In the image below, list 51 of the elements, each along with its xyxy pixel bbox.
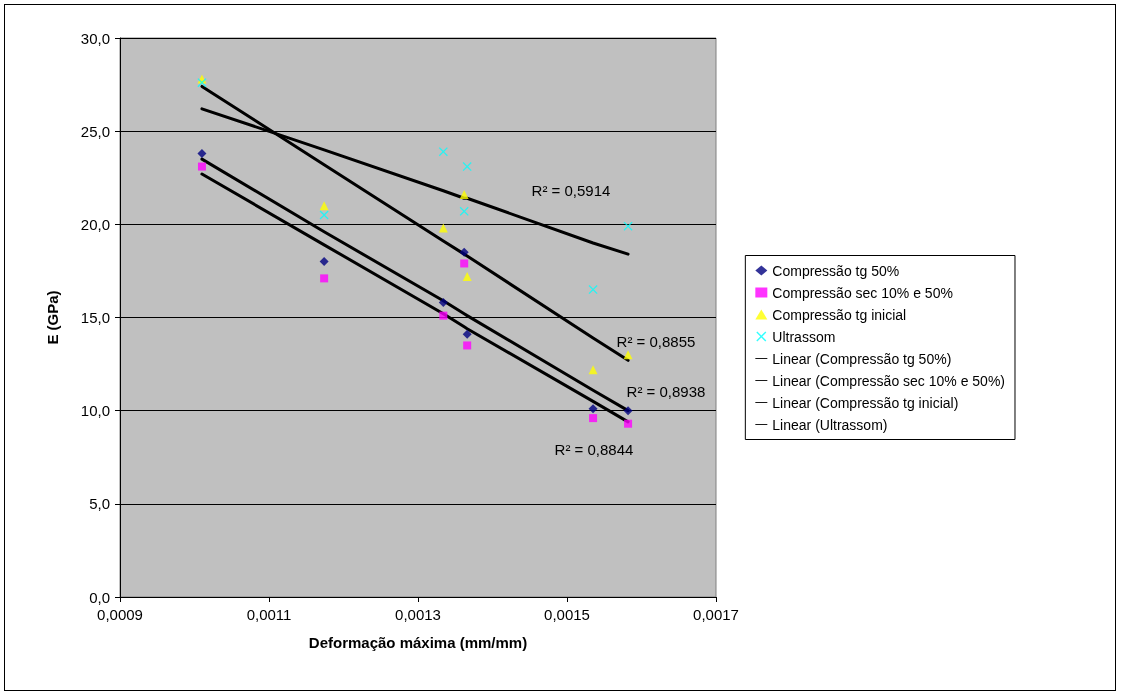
point xyxy=(462,329,472,339)
y-axis-title: E (GPa) xyxy=(44,290,61,345)
legend-label: Linear (Ultrassom) xyxy=(772,416,888,433)
point xyxy=(197,149,207,159)
point xyxy=(462,272,472,282)
point xyxy=(589,414,598,423)
legend-label: Linear (Compressão sec 10% e 50%) xyxy=(772,372,1005,389)
point xyxy=(320,274,329,283)
y-tick-label: 15,0 xyxy=(80,309,110,326)
x-tick-label: 0,0013 xyxy=(395,606,441,623)
y-tick-label: 5,0 xyxy=(89,495,110,513)
annotation: R² = 0,8844 xyxy=(554,440,634,458)
point xyxy=(439,311,448,320)
point xyxy=(623,221,633,231)
point xyxy=(438,298,448,308)
point xyxy=(438,223,448,233)
point xyxy=(463,341,472,350)
point xyxy=(623,406,633,416)
point xyxy=(319,210,329,220)
point xyxy=(588,404,598,414)
legend-label: Compressão tg 50% xyxy=(772,262,900,279)
annotation: R² = 0,8855 xyxy=(616,332,696,350)
x-tick-label: 0,0017 xyxy=(693,606,739,623)
point xyxy=(459,190,469,200)
point xyxy=(624,419,633,428)
annotation: R² = 0,8938 xyxy=(626,382,706,400)
legend-label: Linear (Compressão tg 50%) xyxy=(772,350,952,367)
point xyxy=(588,285,598,295)
legend-label: Linear (Compressão tg inicial) xyxy=(772,394,959,411)
point xyxy=(588,365,598,375)
point xyxy=(623,350,633,360)
point xyxy=(197,162,206,171)
annotation: R² = 0,5914 xyxy=(531,181,611,199)
point xyxy=(319,257,329,267)
legend-label: Compressão sec 10% e 50% xyxy=(772,284,953,301)
point xyxy=(319,201,329,211)
legend-label: Compressão tg inicial xyxy=(772,306,907,323)
x-axis-title: Deformação máxima (mm/mm) xyxy=(308,634,528,651)
point xyxy=(197,78,207,88)
point xyxy=(462,162,472,172)
y-tick-label: 10,0 xyxy=(80,402,110,420)
point xyxy=(459,247,469,257)
point xyxy=(460,259,469,268)
legend-label: Ultrassom xyxy=(772,328,836,345)
x-tick-label: 0,0015 xyxy=(544,606,590,623)
y-tick-label: 25,0 xyxy=(80,122,110,140)
y-tick-label: 20,0 xyxy=(80,215,110,233)
x-tick-label: 0,0011 xyxy=(246,606,292,623)
x-tick-label: 0,0009 xyxy=(97,606,143,623)
y-tick-label: 30,0 xyxy=(80,29,110,47)
y-tick-label: 0,0 xyxy=(89,588,110,606)
